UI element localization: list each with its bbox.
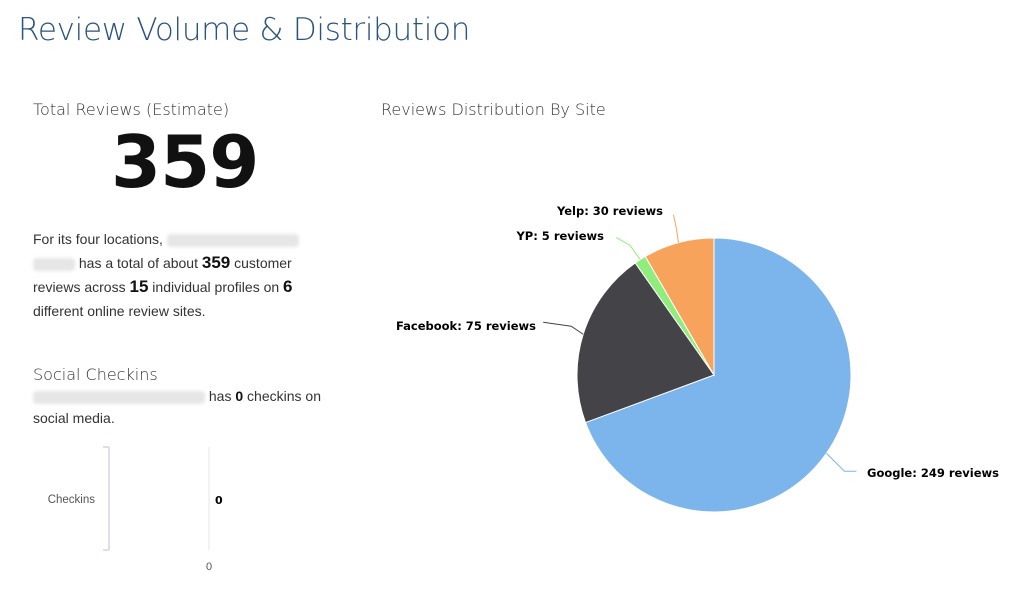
social-checkins-label: Social Checkins [33, 365, 158, 384]
checkins-mid: has [208, 388, 232, 404]
summary-suffix: different online review sites. [33, 303, 206, 319]
pie-chart-title: Reviews Distribution By Site [381, 100, 606, 119]
total-reviews-value: 359 [111, 120, 259, 204]
bar-data-label: 0 [215, 494, 223, 507]
pie-slice-facebook[interactable] [576, 262, 715, 424]
pie-label-yp: YP: 5 reviews [515, 229, 604, 243]
pie-connector-google [826, 452, 857, 472]
checkins-count: 0 [235, 388, 244, 404]
page-title: Review Volume & Distribution [18, 12, 471, 48]
pie-connector-yp [615, 237, 641, 260]
category-label: Checkins [48, 494, 96, 506]
redacted-business-name [166, 233, 299, 247]
summary-mid2: customer reviews across [33, 255, 292, 295]
pie-label-facebook: Facebook: 75 reviews [396, 319, 536, 333]
summary-review-count: 359 [201, 253, 231, 272]
pie-slice-yelp[interactable] [644, 237, 715, 377]
summary-site-count: 6 [283, 277, 293, 296]
summary-prefix: For its four locations, [33, 231, 163, 247]
pie-label-yelp: Yelp: 30 reviews [556, 204, 663, 218]
summary-mid3: individual profiles on [152, 279, 280, 295]
reviews-pie-chart: Google: 249 reviews Facebook: 75 reviews Y… [396, 204, 999, 513]
summary-mid: has a total of about [78, 255, 198, 271]
pie-label-google: Google: 249 reviews [867, 466, 999, 480]
redacted-business-name [33, 390, 205, 404]
checkins-suffix: checkins on social media. [33, 388, 321, 426]
reviews-summary: For its four locations, has a total of a… [33, 227, 313, 323]
pie-connector-yelp [672, 214, 679, 243]
checkins-summary: has 0 checkins on social media. [33, 385, 333, 429]
summary-profile-count: 15 [129, 277, 149, 296]
total-reviews-label: Total Reviews (Estimate) [33, 100, 230, 119]
pie-connector-facebook [543, 321, 584, 335]
x-tick-label: 0 [206, 561, 212, 573]
checkins-bar-chart: Checkins 0 0 [48, 446, 223, 573]
redacted-business-name-cont [33, 257, 75, 271]
